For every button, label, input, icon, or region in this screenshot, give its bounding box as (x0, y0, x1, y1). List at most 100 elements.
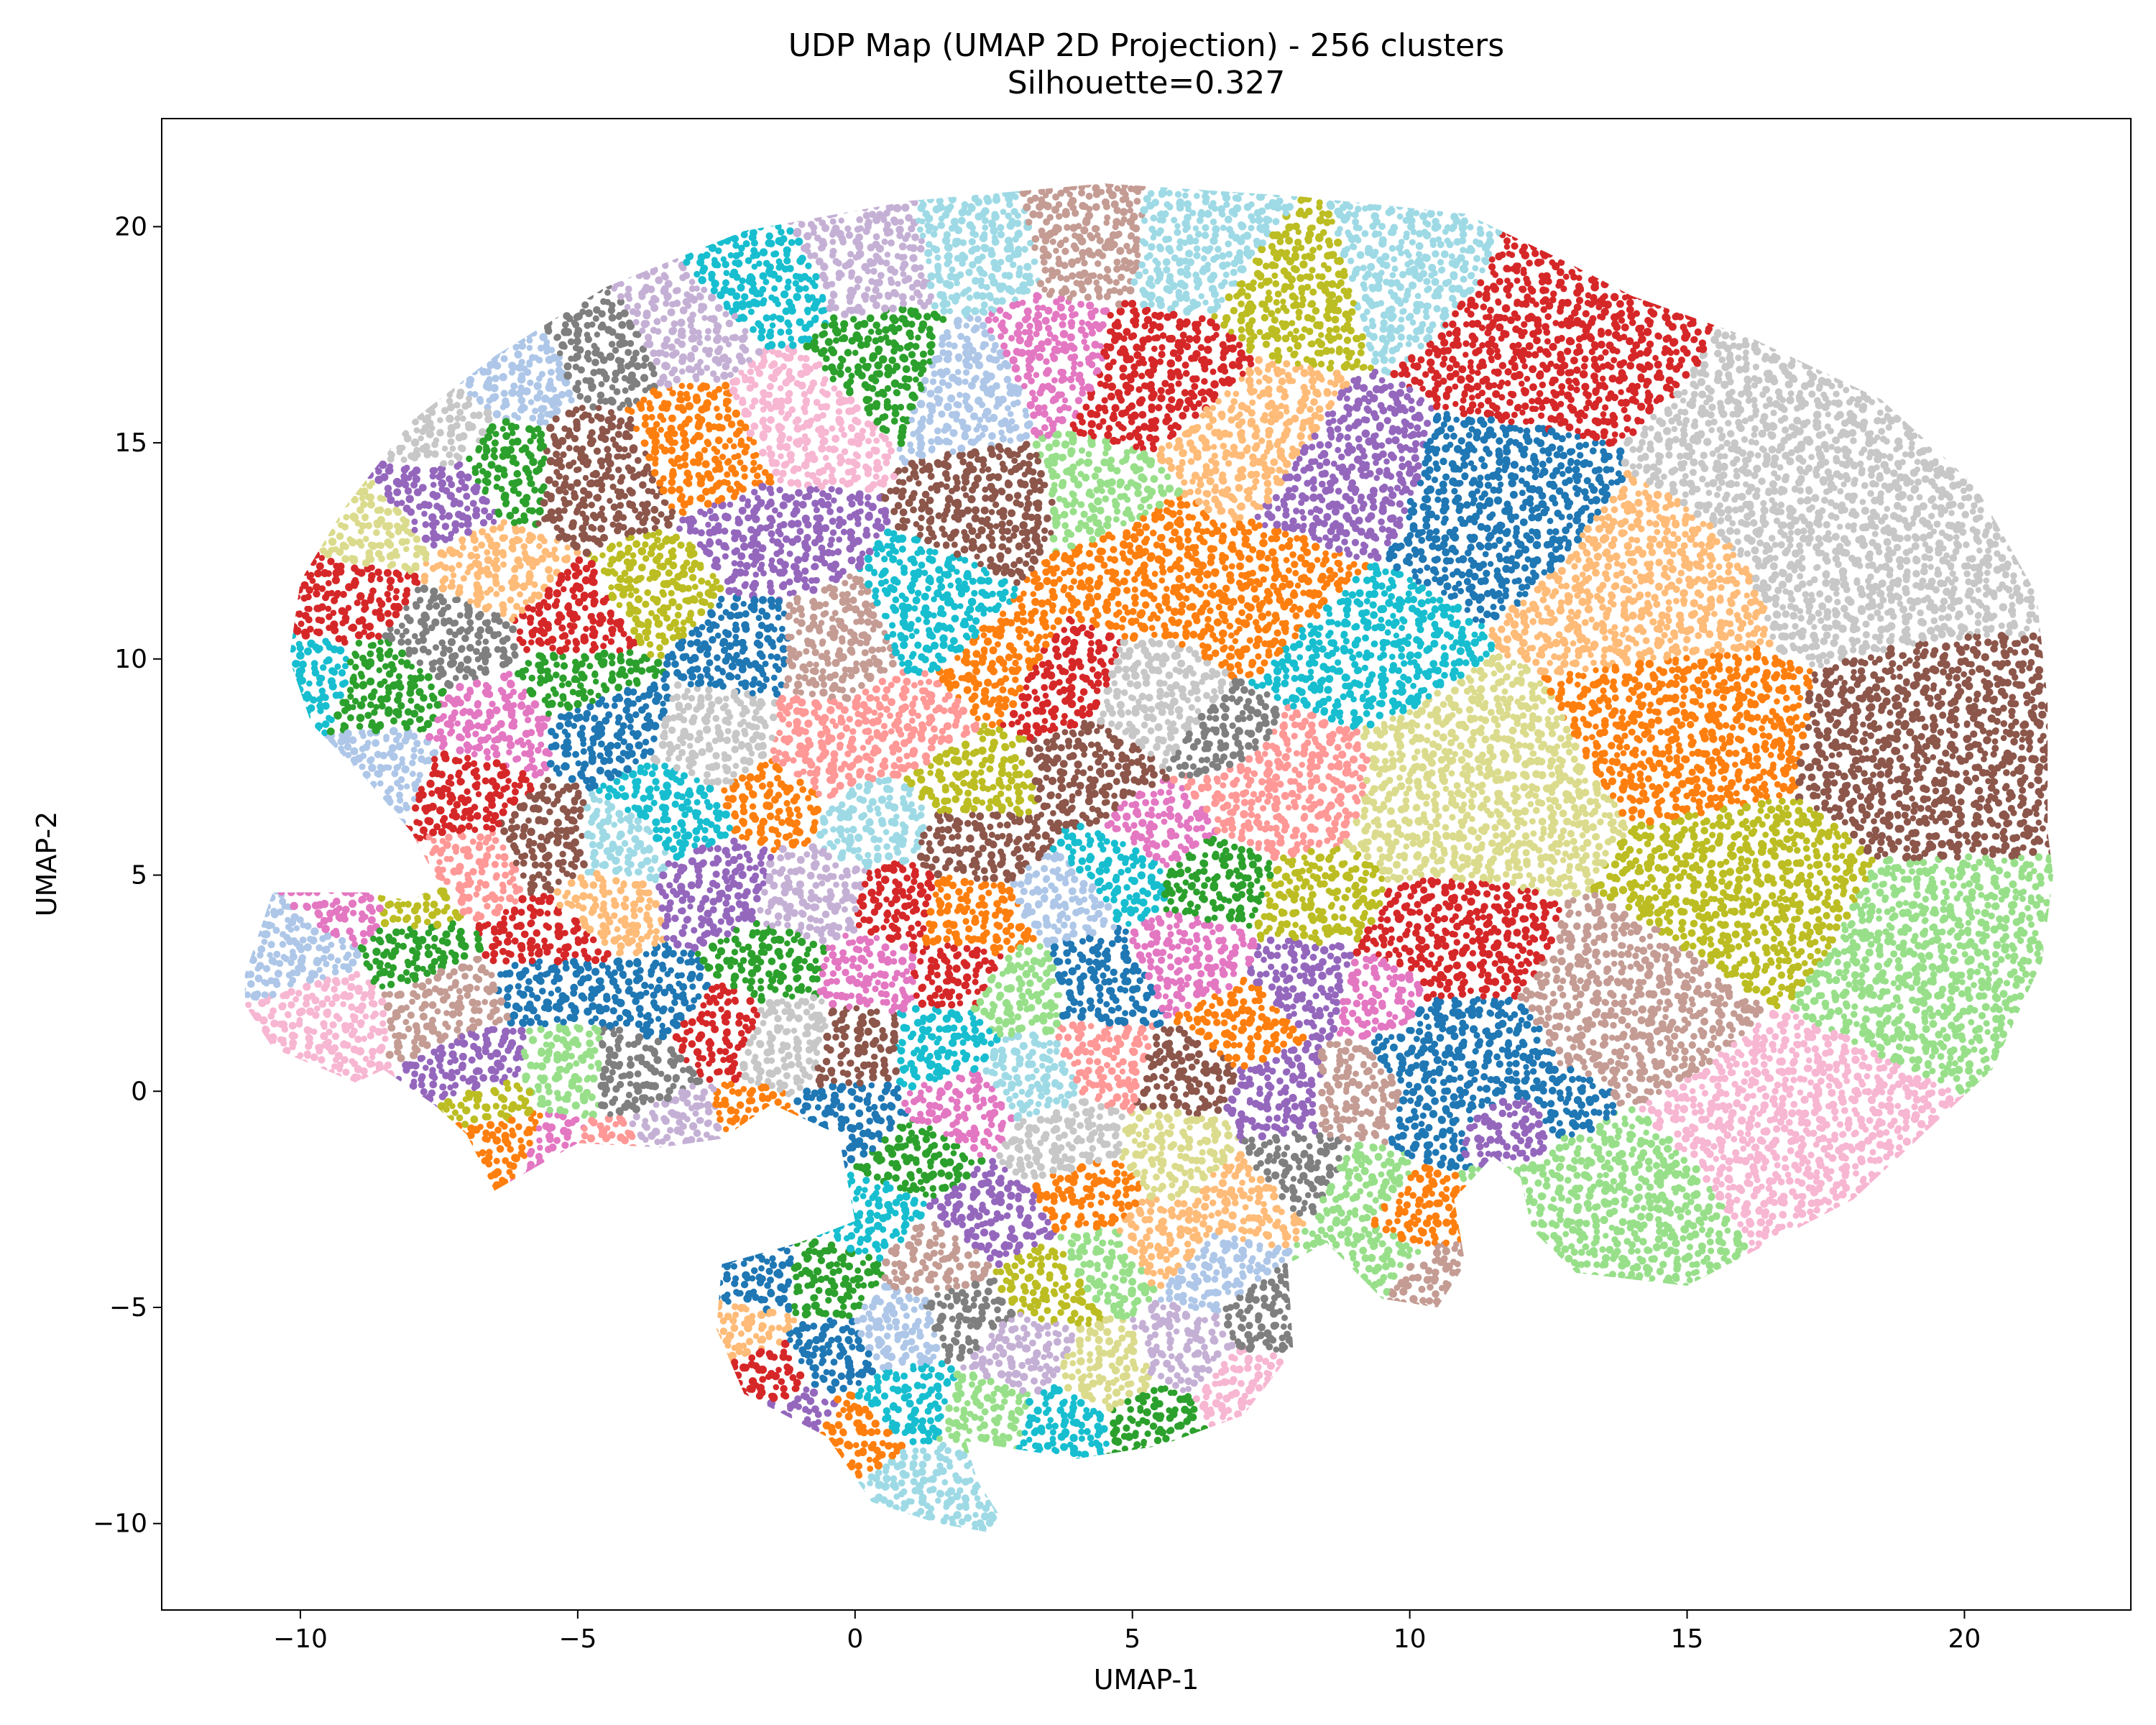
scatter-point (395, 742, 404, 751)
scatter-point (404, 487, 413, 495)
scatter-point (386, 576, 395, 585)
scatter-point (289, 1044, 296, 1051)
scatter-point (378, 998, 387, 1006)
scatter-point (387, 970, 395, 979)
scatter-point (393, 805, 400, 811)
scatter-point (399, 444, 406, 451)
scatter-point (295, 610, 303, 618)
scatter-point (406, 718, 414, 726)
scatter-point (315, 722, 323, 730)
scatter-point (425, 501, 433, 510)
scatter-point (443, 903, 451, 911)
scatter-point (359, 681, 368, 689)
scatter-point (387, 450, 394, 457)
scatter-point (323, 981, 331, 989)
scatter-point (402, 505, 411, 512)
scatter-point (364, 740, 372, 746)
scatter-point (418, 982, 427, 991)
scatter-point (379, 1020, 387, 1027)
scatter-point (380, 473, 389, 482)
scatter-point (385, 597, 392, 603)
scatter-point (245, 1001, 252, 1008)
scatter-point (445, 604, 451, 611)
scatter-point (425, 603, 433, 611)
scatter-point (316, 702, 325, 710)
scatter-point (430, 541, 438, 549)
scatter-point (320, 1020, 328, 1028)
scatter-point (273, 950, 281, 958)
scatter-point (346, 536, 354, 543)
scatter-point (368, 571, 376, 580)
scatter-point (367, 556, 375, 564)
scatter-point (405, 901, 412, 908)
scatter-point (303, 1000, 310, 1008)
scatter-point (429, 1016, 436, 1024)
scatter-point (308, 993, 316, 1000)
scatter-point (393, 764, 400, 771)
scatter-point (344, 993, 352, 1000)
scatter-point (392, 594, 400, 601)
scatter-point (263, 998, 271, 1005)
scatter-point (444, 694, 453, 702)
scatter-point (307, 625, 314, 633)
scatter-point (377, 938, 384, 946)
scatter-point (443, 939, 451, 947)
scatter-point (369, 1054, 376, 1061)
scatter-point (437, 505, 445, 512)
scatter-point (327, 558, 335, 566)
scatter-point (445, 512, 453, 520)
scatter-point (387, 900, 395, 908)
scatter-point (425, 756, 433, 765)
scatter-point (318, 585, 326, 592)
scatter-point (298, 965, 307, 972)
scatter-point (406, 616, 414, 625)
scatter-point (413, 993, 421, 1000)
scatter-point (438, 668, 446, 675)
scatter-point (443, 1105, 450, 1113)
scatter-point (295, 640, 303, 648)
scatter-point (270, 1007, 277, 1015)
scatter-point (395, 679, 403, 686)
scatter-point (387, 584, 394, 592)
scatter-point (413, 466, 421, 475)
scatter-point (339, 591, 347, 598)
scatter-point (419, 445, 428, 454)
scatter-point (369, 642, 377, 649)
scatter-point (383, 569, 392, 577)
scatter-point (349, 958, 357, 967)
scatter-point (418, 1073, 426, 1080)
scatter-point (414, 579, 421, 586)
scatter-point (369, 719, 376, 726)
scatter-point (422, 521, 430, 528)
scatter-point (433, 492, 441, 500)
scatter-point (388, 532, 395, 539)
scatter-point (376, 927, 384, 934)
scatter-point (360, 487, 369, 496)
scatter-point (418, 484, 427, 492)
scatter-point (428, 425, 436, 432)
scatter-point (392, 477, 402, 487)
scatter-point (369, 564, 375, 571)
scatter-point (287, 988, 295, 996)
scatter-point (354, 972, 361, 978)
scatter-point (330, 610, 337, 616)
scatter-point (409, 770, 416, 778)
scatter-point (341, 635, 347, 642)
scatter-point (439, 514, 446, 521)
scatter-point (419, 791, 427, 799)
scatter-point (309, 577, 316, 584)
scatter-point (350, 704, 356, 711)
scatter-point (349, 1058, 356, 1064)
scatter-point (414, 917, 422, 924)
scatter-point (438, 875, 446, 881)
scatter-point (367, 916, 376, 924)
scatter-point (440, 713, 448, 720)
scatter-point (332, 993, 341, 1002)
scatter-point (418, 755, 425, 763)
scatter-point (441, 523, 450, 530)
scatter-point (351, 514, 359, 523)
scatter-point (321, 702, 330, 710)
scatter-point (333, 897, 341, 906)
scatter-point (305, 616, 313, 624)
scatter-point (416, 834, 424, 842)
